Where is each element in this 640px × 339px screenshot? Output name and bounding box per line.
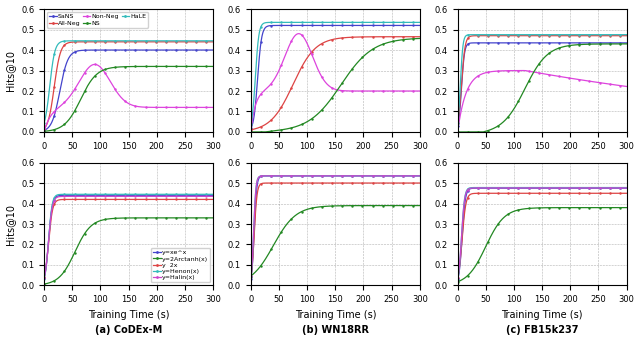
X-axis label: Training Time (s): Training Time (s) [501,310,583,320]
X-axis label: Training Time (s): Training Time (s) [88,310,170,320]
Text: (a) CoDEx-M: (a) CoDEx-M [95,325,162,335]
Text: (b) WN18RR: (b) WN18RR [302,325,369,335]
Legend: y=xe^x, y=2Arctanh(x), y  2x, y=Henon(x), y=Halin(x): y=xe^x, y=2Arctanh(x), y 2x, y=Henon(x),… [151,248,210,282]
Y-axis label: Hits@10: Hits@10 [6,203,15,244]
Text: (c) FB15k237: (c) FB15k237 [506,325,579,335]
Y-axis label: Hits@10: Hits@10 [6,50,15,91]
Legend: SaNS, All-Neg, Non-Neg, NS, HaLE: SaNS, All-Neg, Non-Neg, NS, HaLE [47,12,148,27]
X-axis label: Training Time (s): Training Time (s) [294,310,376,320]
